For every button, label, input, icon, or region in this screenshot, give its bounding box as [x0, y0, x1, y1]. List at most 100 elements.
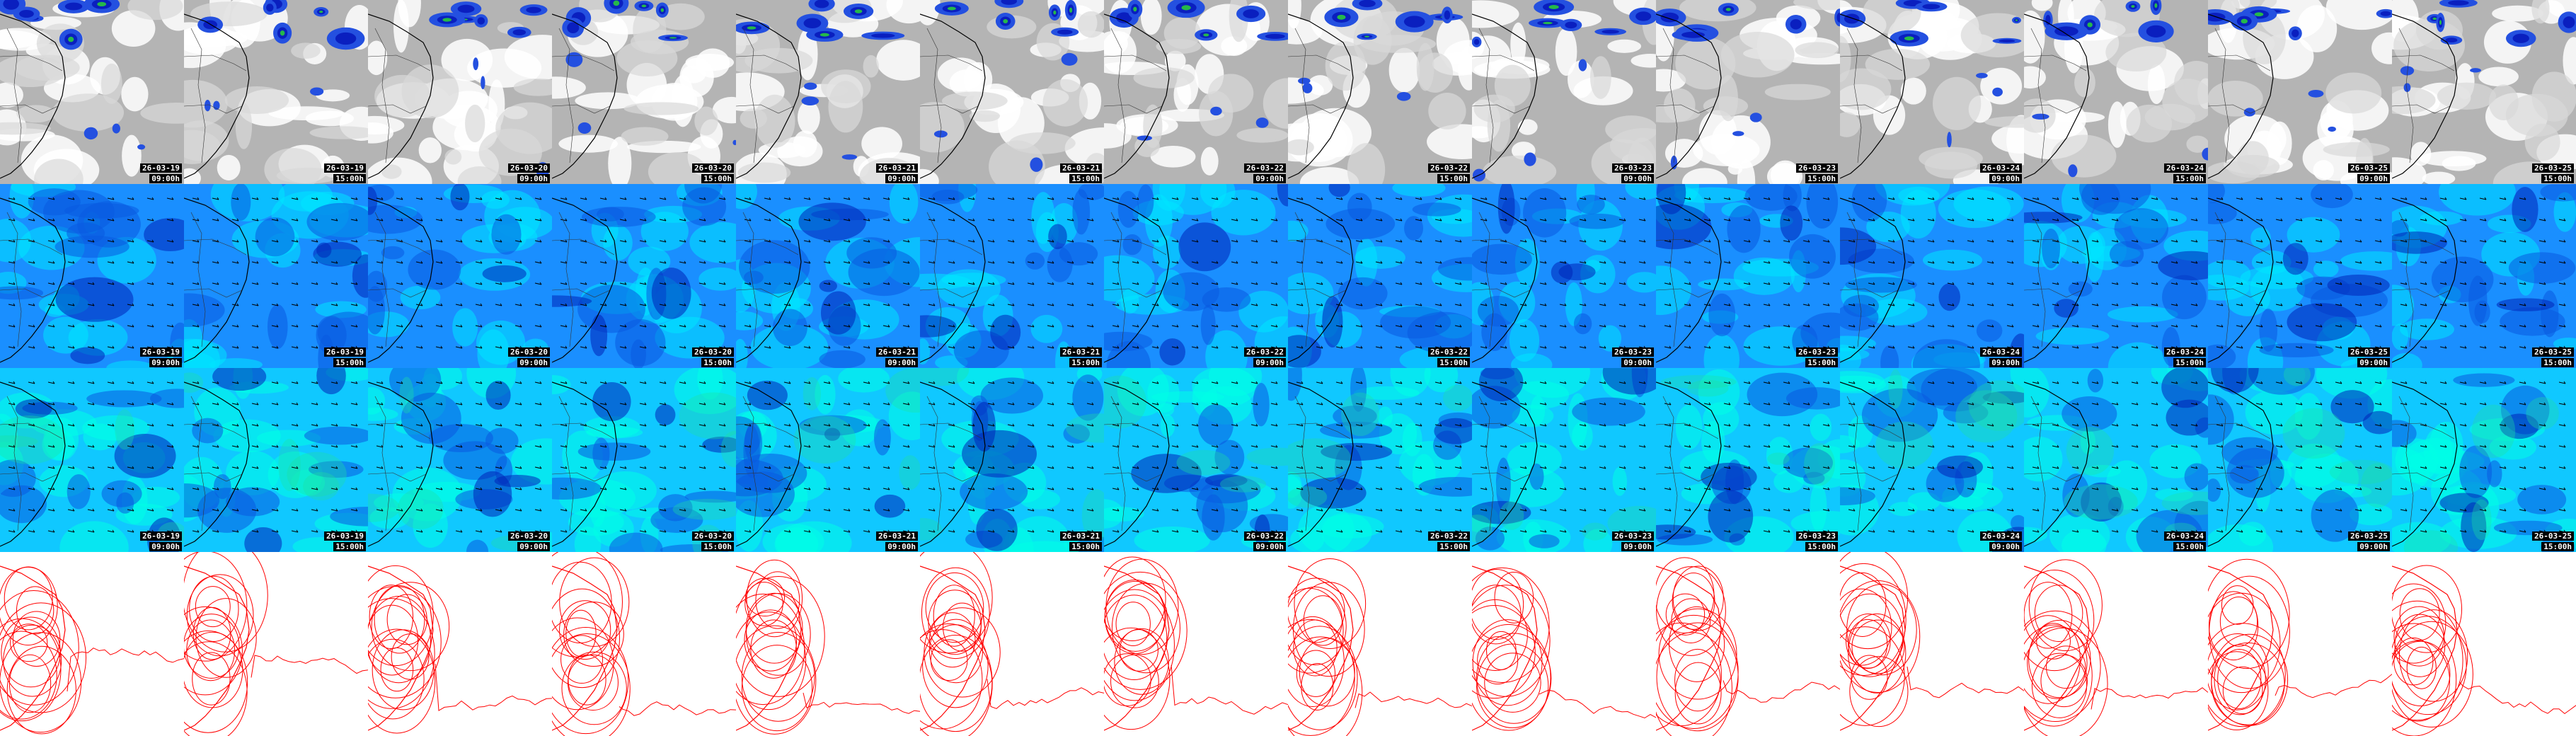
- state-border: [1472, 238, 1535, 255]
- wind-barb: [1783, 303, 1790, 306]
- wind-barb: [2558, 218, 2566, 222]
- wind-barb: [1375, 303, 1383, 306]
- wind-barb: [659, 402, 667, 406]
- wind-barb: [2151, 239, 2158, 243]
- wind-barb: [1947, 345, 1955, 349]
- wind-barb: [1927, 260, 1935, 264]
- wind-barb: [2236, 487, 2243, 490]
- wind-barb: [1559, 239, 1567, 243]
- state-border: [2024, 104, 2083, 114]
- wind-barb: [1986, 423, 1994, 427]
- wind-barb: [1579, 260, 1587, 264]
- map-graphic: [2208, 552, 2392, 736]
- wind-barb: [1848, 197, 1856, 200]
- wind-barb: [783, 444, 791, 448]
- wind-barb: [291, 508, 299, 512]
- wind-barb: [2071, 402, 2079, 406]
- wind-barb: [2275, 303, 2283, 306]
- pressure-contour-row-map-tile: [1104, 552, 1288, 736]
- wind-barb: [1684, 324, 1691, 328]
- map-graphic: [2392, 368, 2576, 552]
- coastline: [2392, 197, 2458, 363]
- wind-barb: [2052, 381, 2059, 384]
- wind-barb: [1066, 402, 1074, 406]
- wind-barb: [2295, 197, 2303, 200]
- wind-barb: [2190, 381, 2198, 384]
- wind-barb: [1211, 508, 1219, 512]
- wind-barb: [1132, 508, 1139, 512]
- wind-barb: [1783, 466, 1790, 469]
- pressure-contour-row-map-tile: [1472, 552, 1656, 736]
- wind-barb: [1868, 466, 1875, 469]
- wind-barb: [1066, 487, 1074, 490]
- wind-barb: [2170, 466, 2178, 469]
- state-border: [1104, 288, 1163, 298]
- wind-barb: [231, 402, 239, 406]
- wind-barb: [2499, 324, 2507, 328]
- wind-barb: [902, 444, 910, 448]
- wind-barb: [534, 218, 542, 222]
- wind-barb: [2032, 508, 2040, 512]
- state-border: [1104, 54, 1167, 71]
- wind-barb: [2216, 508, 2224, 512]
- wind-barb: [495, 466, 502, 469]
- state-border: [184, 54, 247, 71]
- wind-barb: [580, 324, 587, 328]
- wind-barb: [1822, 466, 1830, 469]
- wind-barb: [948, 487, 955, 490]
- wind-barb: [47, 324, 55, 328]
- wind-barb: [2190, 466, 2198, 469]
- wind-barb: [1375, 466, 1383, 469]
- date-stamp: 26-03-24: [2164, 347, 2206, 357]
- wind-barb: [2170, 487, 2178, 490]
- wind-barb: [1539, 508, 1547, 512]
- wind-barb: [396, 282, 403, 285]
- wind-barb: [475, 529, 483, 533]
- wind-barb: [2151, 423, 2158, 427]
- wind-barb: [1027, 423, 1035, 427]
- state-border: [1840, 54, 1903, 71]
- wind-barb: [1335, 282, 1343, 285]
- pressure-contour-row-map-tile: [0, 552, 184, 736]
- wind-barb: [2275, 239, 2283, 243]
- wind-barb: [599, 218, 607, 222]
- wind-barb: [1191, 508, 1199, 512]
- wind-barb: [2091, 239, 2099, 243]
- state-border: [0, 54, 63, 71]
- coastline: [1472, 381, 1538, 547]
- state-border: [2214, 212, 2230, 347]
- wind-barb: [1086, 303, 1094, 306]
- wind-barb: [659, 444, 667, 448]
- wind-barb: [718, 508, 726, 512]
- wind-barb: [580, 345, 587, 349]
- wind-barb: [2071, 282, 2079, 285]
- wind-barb: [47, 402, 55, 406]
- wind-barb: [1480, 345, 1488, 349]
- wind-barb: [396, 218, 403, 222]
- time-stamp: 09:00h: [149, 542, 182, 551]
- wind-barb: [435, 402, 443, 406]
- state-border: [184, 238, 247, 255]
- wind-barb: [2538, 324, 2546, 328]
- wind-barb: [679, 444, 686, 448]
- wind-barb: [2439, 324, 2447, 328]
- wind-barb: [1519, 197, 1527, 200]
- wind-barb: [1723, 529, 1731, 533]
- wind-barb: [1743, 197, 1751, 200]
- wind-barb: [87, 402, 95, 406]
- wind-barb: [2170, 197, 2178, 200]
- wind-barb: [2255, 444, 2263, 448]
- wind-barb: [1395, 402, 1403, 406]
- wind-barb: [2459, 260, 2467, 264]
- wind-barb: [231, 444, 239, 448]
- wind-barb: [1743, 324, 1751, 328]
- wind-barb: [514, 239, 522, 243]
- time-stamp: 09:00h: [1253, 174, 1286, 183]
- wind-barb: [1887, 260, 1895, 264]
- wind-barb: [8, 402, 16, 406]
- wind-barb: [2236, 303, 2243, 306]
- wind-barb: [1375, 324, 1383, 328]
- wind-barb: [87, 444, 95, 448]
- wind-barb: [679, 345, 686, 349]
- wind-barb: [2236, 381, 2243, 384]
